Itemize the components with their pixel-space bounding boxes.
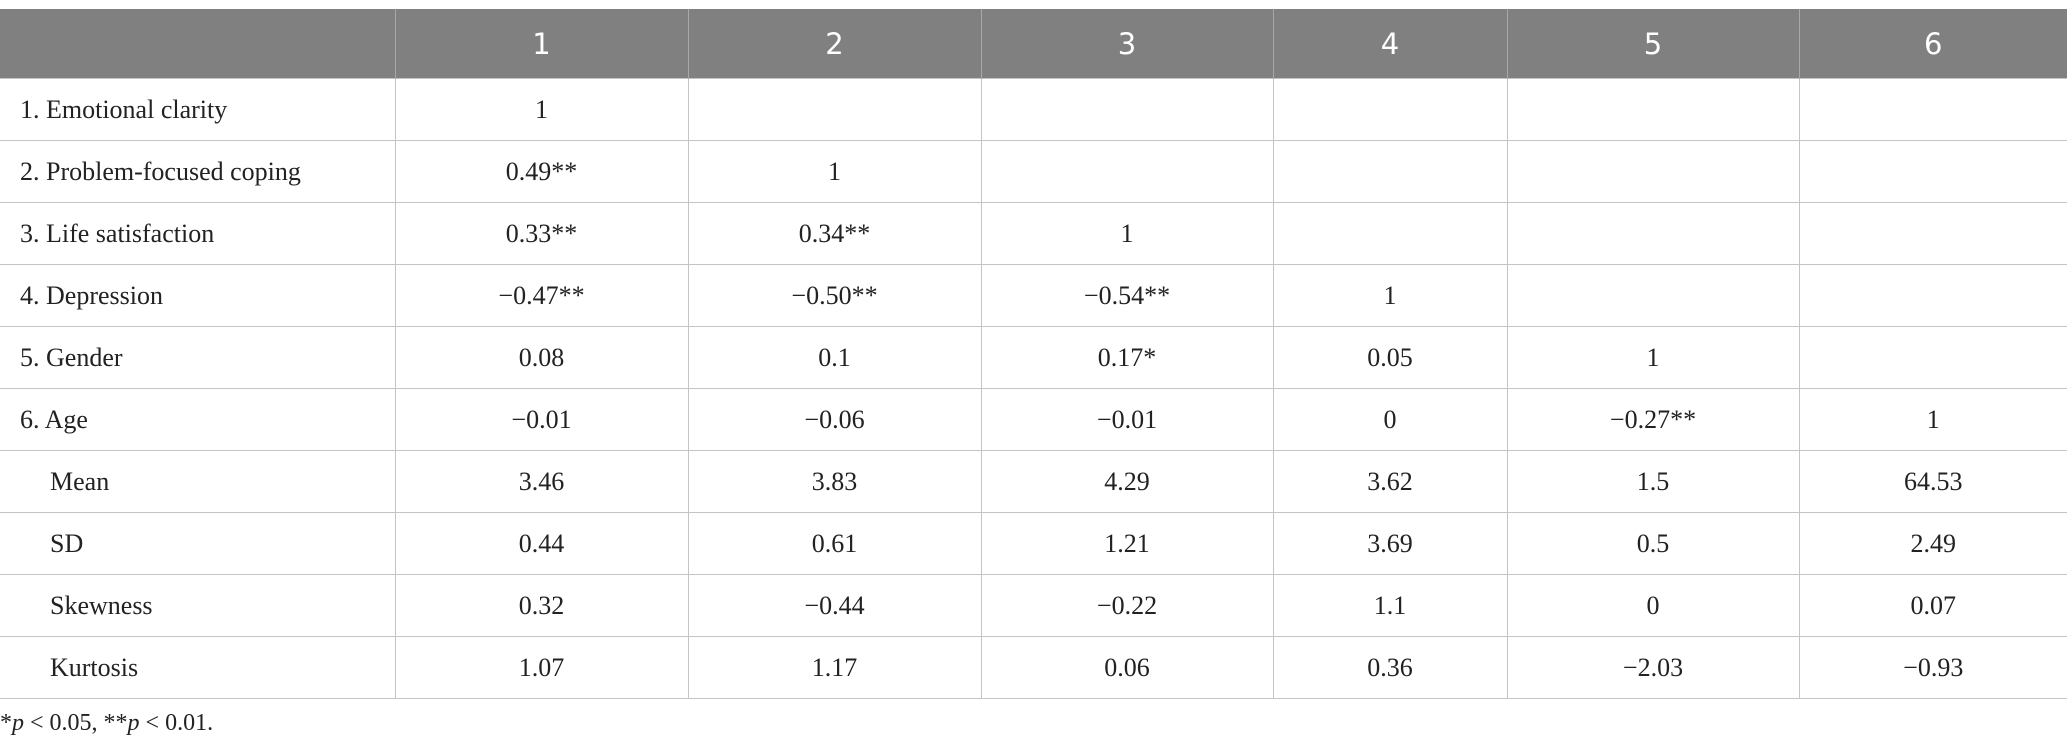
cell: 3.46 xyxy=(394,450,689,513)
cell: 0.34** xyxy=(687,202,982,265)
row-label: 1. Emotional clarity xyxy=(0,78,396,141)
table-row: Skewness 0.32 −0.44 −0.22 1.1 0 0.07 xyxy=(0,574,2067,637)
cell: −0.01 xyxy=(980,388,1274,451)
cell: −0.06 xyxy=(687,388,982,451)
cell: 0.36 xyxy=(1272,636,1508,699)
cell: 0.05 xyxy=(1272,326,1508,389)
cell: −0.50** xyxy=(687,264,982,327)
footnote-part: < 0.01. xyxy=(139,710,214,736)
cell: 0.5 xyxy=(1506,512,1800,575)
empty-cell xyxy=(1506,202,1800,265)
empty-cell xyxy=(1506,78,1800,141)
cell: 0.08 xyxy=(394,326,689,389)
column-header: 6 xyxy=(1798,9,2067,79)
footnote-part: p xyxy=(127,710,140,736)
cell: 0.32 xyxy=(394,574,689,637)
table-row: 3. Life satisfaction 0.33** 0.34** 1 xyxy=(0,202,2067,265)
header-corner xyxy=(0,9,395,79)
row-label: Kurtosis xyxy=(0,636,396,699)
cell: 3.62 xyxy=(1272,450,1508,513)
empty-cell xyxy=(1798,326,2067,389)
row-label: Mean xyxy=(0,450,396,513)
cell: 0.61 xyxy=(687,512,982,575)
cell: 1 xyxy=(394,78,689,141)
table-row: 5. Gender 0.08 0.1 0.17* 0.05 1 xyxy=(0,326,2067,389)
cell: 0.07 xyxy=(1798,574,2067,637)
table-row: SD 0.44 0.61 1.21 3.69 0.5 2.49 xyxy=(0,512,2067,575)
row-label: SD xyxy=(0,512,396,575)
cell: 2.49 xyxy=(1798,512,2067,575)
cell: 4.29 xyxy=(980,450,1274,513)
empty-cell xyxy=(1272,202,1508,265)
cell: 1 xyxy=(1506,326,1800,389)
empty-cell xyxy=(1798,264,2067,327)
row-label: 5. Gender xyxy=(0,326,396,389)
table-row: 6. Age −0.01 −0.06 −0.01 0 −0.27** 1 xyxy=(0,388,2067,451)
cell: 1.1 xyxy=(1272,574,1508,637)
cell: 1 xyxy=(1798,388,2067,451)
cell: 3.83 xyxy=(687,450,982,513)
table-row: 2. Problem-focused coping 0.49** 1 xyxy=(0,140,2067,203)
cell: −0.93 xyxy=(1798,636,2067,699)
cell: 64.53 xyxy=(1798,450,2067,513)
row-label: Skewness xyxy=(0,574,396,637)
cell: 0.33** xyxy=(394,202,689,265)
empty-cell xyxy=(1798,140,2067,203)
cell: 1.07 xyxy=(394,636,689,699)
table-row: Kurtosis 1.07 1.17 0.06 0.36 −2.03 −0.93 xyxy=(0,636,2067,699)
table-body: 1. Emotional clarity 1 2. Problem-focused … xyxy=(0,78,2067,699)
footnote-part: p xyxy=(12,710,24,736)
cell: −0.54** xyxy=(980,264,1274,327)
cell: −0.01 xyxy=(394,388,689,451)
row-label: 3. Life satisfaction xyxy=(0,202,396,265)
empty-cell xyxy=(980,140,1274,203)
empty-cell xyxy=(1798,202,2067,265)
column-header: 4 xyxy=(1272,9,1507,79)
empty-cell xyxy=(1272,78,1508,141)
column-header: 2 xyxy=(687,9,981,79)
cell: −0.47** xyxy=(394,264,689,327)
cell: −0.22 xyxy=(980,574,1274,637)
cell: −0.27** xyxy=(1506,388,1800,451)
empty-cell xyxy=(1272,140,1508,203)
footnote: *p < 0.05, **p < 0.01. xyxy=(0,710,213,737)
cell: 0.44 xyxy=(394,512,689,575)
cell: 0.1 xyxy=(687,326,982,389)
empty-cell xyxy=(1506,264,1800,327)
footnote-part: < 0.05, ** xyxy=(24,710,128,736)
row-label: 4. Depression xyxy=(0,264,396,327)
empty-cell xyxy=(687,78,982,141)
empty-cell xyxy=(1798,78,2067,141)
column-header: 3 xyxy=(980,9,1273,79)
cell: 0 xyxy=(1272,388,1508,451)
cell: 0 xyxy=(1506,574,1800,637)
empty-cell xyxy=(980,78,1274,141)
column-header: 1 xyxy=(394,9,688,79)
cell: −2.03 xyxy=(1506,636,1800,699)
table-row: Mean 3.46 3.83 4.29 3.62 1.5 64.53 xyxy=(0,450,2067,513)
row-label: 2. Problem-focused coping xyxy=(0,140,396,203)
empty-cell xyxy=(1506,140,1800,203)
table-row: 4. Depression −0.47** −0.50** −0.54** 1 xyxy=(0,264,2067,327)
cell: 1.17 xyxy=(687,636,982,699)
cell: 1.5 xyxy=(1506,450,1800,513)
row-label: 6. Age xyxy=(0,388,396,451)
cell: 1 xyxy=(687,140,982,203)
cell: −0.44 xyxy=(687,574,982,637)
cell: 3.69 xyxy=(1272,512,1508,575)
footnote-part: * xyxy=(0,710,12,736)
cell: 0.49** xyxy=(394,140,689,203)
cell: 1 xyxy=(1272,264,1508,327)
cell: 1.21 xyxy=(980,512,1274,575)
cell: 1 xyxy=(980,202,1274,265)
column-header: 5 xyxy=(1506,9,1799,79)
table-row: 1. Emotional clarity 1 xyxy=(0,78,2067,141)
cell: 0.17* xyxy=(980,326,1274,389)
cell: 0.06 xyxy=(980,636,1274,699)
